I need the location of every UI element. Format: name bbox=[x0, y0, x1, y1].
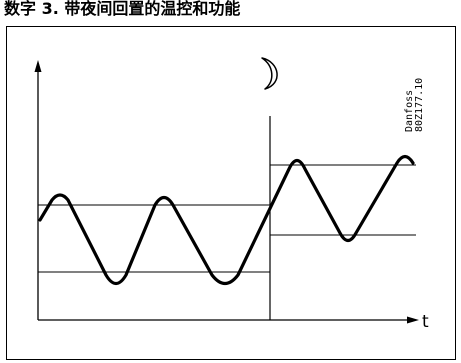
figure-heading: 数字 3. 带夜间回置的温控和功能 bbox=[4, 0, 241, 18]
brand-label: Danfoss 80Z177.10 bbox=[404, 78, 425, 132]
drawing-code: 80Z177.10 bbox=[414, 78, 425, 132]
y-axis-arrow bbox=[34, 60, 42, 72]
crescent-moon-icon bbox=[261, 57, 278, 90]
brand-name: Danfoss bbox=[404, 90, 415, 132]
temperature-curve bbox=[38, 154, 415, 286]
x-axis-label: t bbox=[422, 312, 429, 332]
x-axis-arrow bbox=[407, 316, 419, 324]
figure-frame bbox=[6, 26, 456, 360]
